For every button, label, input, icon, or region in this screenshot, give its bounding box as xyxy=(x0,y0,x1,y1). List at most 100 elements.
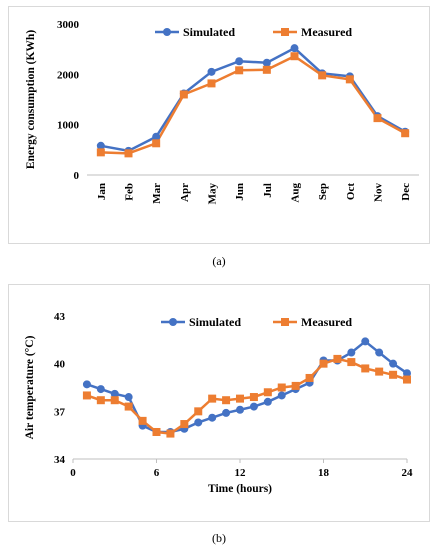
chart-a-simulated-point xyxy=(290,44,299,53)
chart-a-series-simulated-line xyxy=(100,46,406,153)
chart-b-measured-point xyxy=(208,394,217,403)
chart-a-x-tick-label: Nov xyxy=(373,183,385,202)
chart-a-simulated-point xyxy=(262,58,271,67)
chart-a-y-tick-label: 3000 xyxy=(57,19,80,31)
chart-a-caption: (a) xyxy=(212,254,226,268)
chart-a-measured-point xyxy=(96,148,105,157)
chart-b-measured-point xyxy=(403,375,411,384)
chart-b-simulated-point xyxy=(403,369,411,378)
chart-a-measured-point xyxy=(373,114,382,123)
chart-b-measured-point xyxy=(305,373,314,382)
chart-b-x-tick-label: 0 xyxy=(70,467,76,479)
chart-b-simulated-point xyxy=(96,385,105,394)
chart-b-panel: 0 6 12 18 24 34 37 40 43 Time (hours) Air temperat… xyxy=(8,284,430,522)
chart-b-simulated-point xyxy=(208,413,217,422)
chart-a-y-tick-label: 2000 xyxy=(57,69,80,81)
chart-a-measured-point xyxy=(152,139,161,148)
chart-a-simulated-point xyxy=(207,67,216,76)
chart-b-measured-point xyxy=(194,407,203,416)
chart-a-measured-point xyxy=(290,52,299,61)
chart-b-measured-point xyxy=(291,381,300,390)
chart-a-legend-measured-marker xyxy=(281,28,289,36)
chart-a-y-tick-label: 1000 xyxy=(57,120,80,132)
chart-b: 0 6 12 18 24 34 37 40 43 Time (hours) Air temperat… xyxy=(24,311,414,495)
chart-a-simulated-point xyxy=(152,132,161,141)
chart-b-measured-point xyxy=(236,394,244,403)
chart-a-x-tick-label: Oct xyxy=(345,183,357,200)
chart-b-measured-point xyxy=(333,354,342,363)
chart-b-x-tick-label: 12 xyxy=(235,467,247,479)
chart-b-measured-point xyxy=(389,370,398,379)
chart-a-legend-simulated-label: Simulated xyxy=(183,25,235,39)
chart-b-measured-point xyxy=(249,393,258,402)
chart-b-simulated-point xyxy=(222,408,231,417)
chart-b-y-tick-label: 37 xyxy=(54,406,66,418)
chart-a-legend-measured-label: Measured xyxy=(301,25,352,39)
chart-b-measured-point xyxy=(96,396,105,405)
chart-b-x-tick-label: 24 xyxy=(402,467,414,479)
chart-a-simulated-point xyxy=(235,57,244,66)
chart-a-measured-point xyxy=(345,75,354,84)
chart-b-measured-point xyxy=(361,364,370,373)
chart-b-legend-measured-marker xyxy=(281,318,289,326)
chart-b-simulated-point xyxy=(277,391,286,400)
chart-b-measured-point xyxy=(222,396,231,405)
chart-a-x-tick-label: Sep xyxy=(317,183,329,200)
chart-a-x-tick-label: Mar xyxy=(151,183,163,204)
chart-b-legend-simulated-marker xyxy=(169,318,177,326)
chart-b-measured-point xyxy=(152,427,161,436)
chart-b-y-tick-label: 34 xyxy=(54,454,66,466)
chart-b-measured-point xyxy=(124,402,133,411)
chart-b-simulated-point xyxy=(124,393,133,402)
chart-a: 0 1000 2000 3000 Jan Feb Mar Apr May Jun Jul Aug Sep… xyxy=(25,19,419,205)
chart-b-series-simulated-line xyxy=(86,339,408,434)
chart-b-measured-point xyxy=(110,396,119,405)
chart-b-legend-measured-label: Measured xyxy=(301,315,352,329)
chart-b-measured-point xyxy=(277,383,286,392)
chart-a-series-measured-line xyxy=(100,54,406,155)
chart-b-y-tick-label: 40 xyxy=(54,359,66,371)
chart-b-y-tick-label: 43 xyxy=(54,311,66,323)
chart-b-measured-point xyxy=(138,416,147,425)
chart-b-measured-point xyxy=(180,420,189,429)
chart-a-x-tick-label: Feb xyxy=(124,183,136,201)
chart-a-y-tick-label: 0 xyxy=(74,170,80,182)
chart-a-x-tick-label: Jul xyxy=(262,183,274,198)
chart-b-simulated-point xyxy=(82,380,91,389)
chart-b-simulated-point xyxy=(236,405,244,414)
chart-b-simulated-point xyxy=(375,348,384,357)
chart-b-series-measured-line xyxy=(86,357,408,435)
chart-b-x-axis-title: Time (hours) xyxy=(208,483,272,495)
chart-a-x-tick-label: Dec xyxy=(400,183,412,201)
chart-b-simulated-point xyxy=(389,359,398,368)
chart-a-x-tick-label: Jan xyxy=(96,183,108,200)
chart-a-measured-point xyxy=(318,71,327,80)
chart-b-simulated-point xyxy=(249,402,258,411)
chart-b-measured-point xyxy=(263,388,272,397)
chart-b-caption: (b) xyxy=(212,531,226,545)
chart-a-y-axis-title: Energy consumption (KWh) xyxy=(25,30,37,169)
chart-b-y-axis-title: Air temperature (°C) xyxy=(24,335,36,439)
chart-a-legend-simulated-marker xyxy=(163,28,171,36)
chart-a-panel: 0 1000 2000 3000 Jan Feb Mar Apr May Jun Jul Aug Sep… xyxy=(8,6,430,244)
chart-b-x-tick-label: 18 xyxy=(318,467,330,479)
chart-b-simulated-point xyxy=(263,397,272,406)
chart-a-measured-point xyxy=(179,90,188,99)
chart-b-simulated-point xyxy=(361,337,370,346)
chart-b-measured-point xyxy=(166,429,175,438)
chart-a-measured-point xyxy=(401,129,410,138)
chart-a-x-tick-label: May xyxy=(207,183,219,205)
chart-a-measured-point xyxy=(235,66,244,75)
chart-b-measured-point xyxy=(82,391,91,400)
chart-a-measured-point xyxy=(262,65,271,74)
chart-a-simulated-point xyxy=(96,141,105,150)
chart-a-measured-point xyxy=(124,149,133,158)
chart-b-simulated-point xyxy=(347,348,356,357)
chart-b-legend-simulated-label: Simulated xyxy=(189,315,241,329)
chart-b-measured-point xyxy=(347,358,356,367)
chart-a-x-tick-label: Aug xyxy=(290,183,302,203)
chart-b-measured-point xyxy=(319,359,328,368)
chart-b-measured-point xyxy=(375,367,384,376)
chart-b-simulated-point xyxy=(194,418,203,427)
chart-a-measured-point xyxy=(207,79,216,88)
